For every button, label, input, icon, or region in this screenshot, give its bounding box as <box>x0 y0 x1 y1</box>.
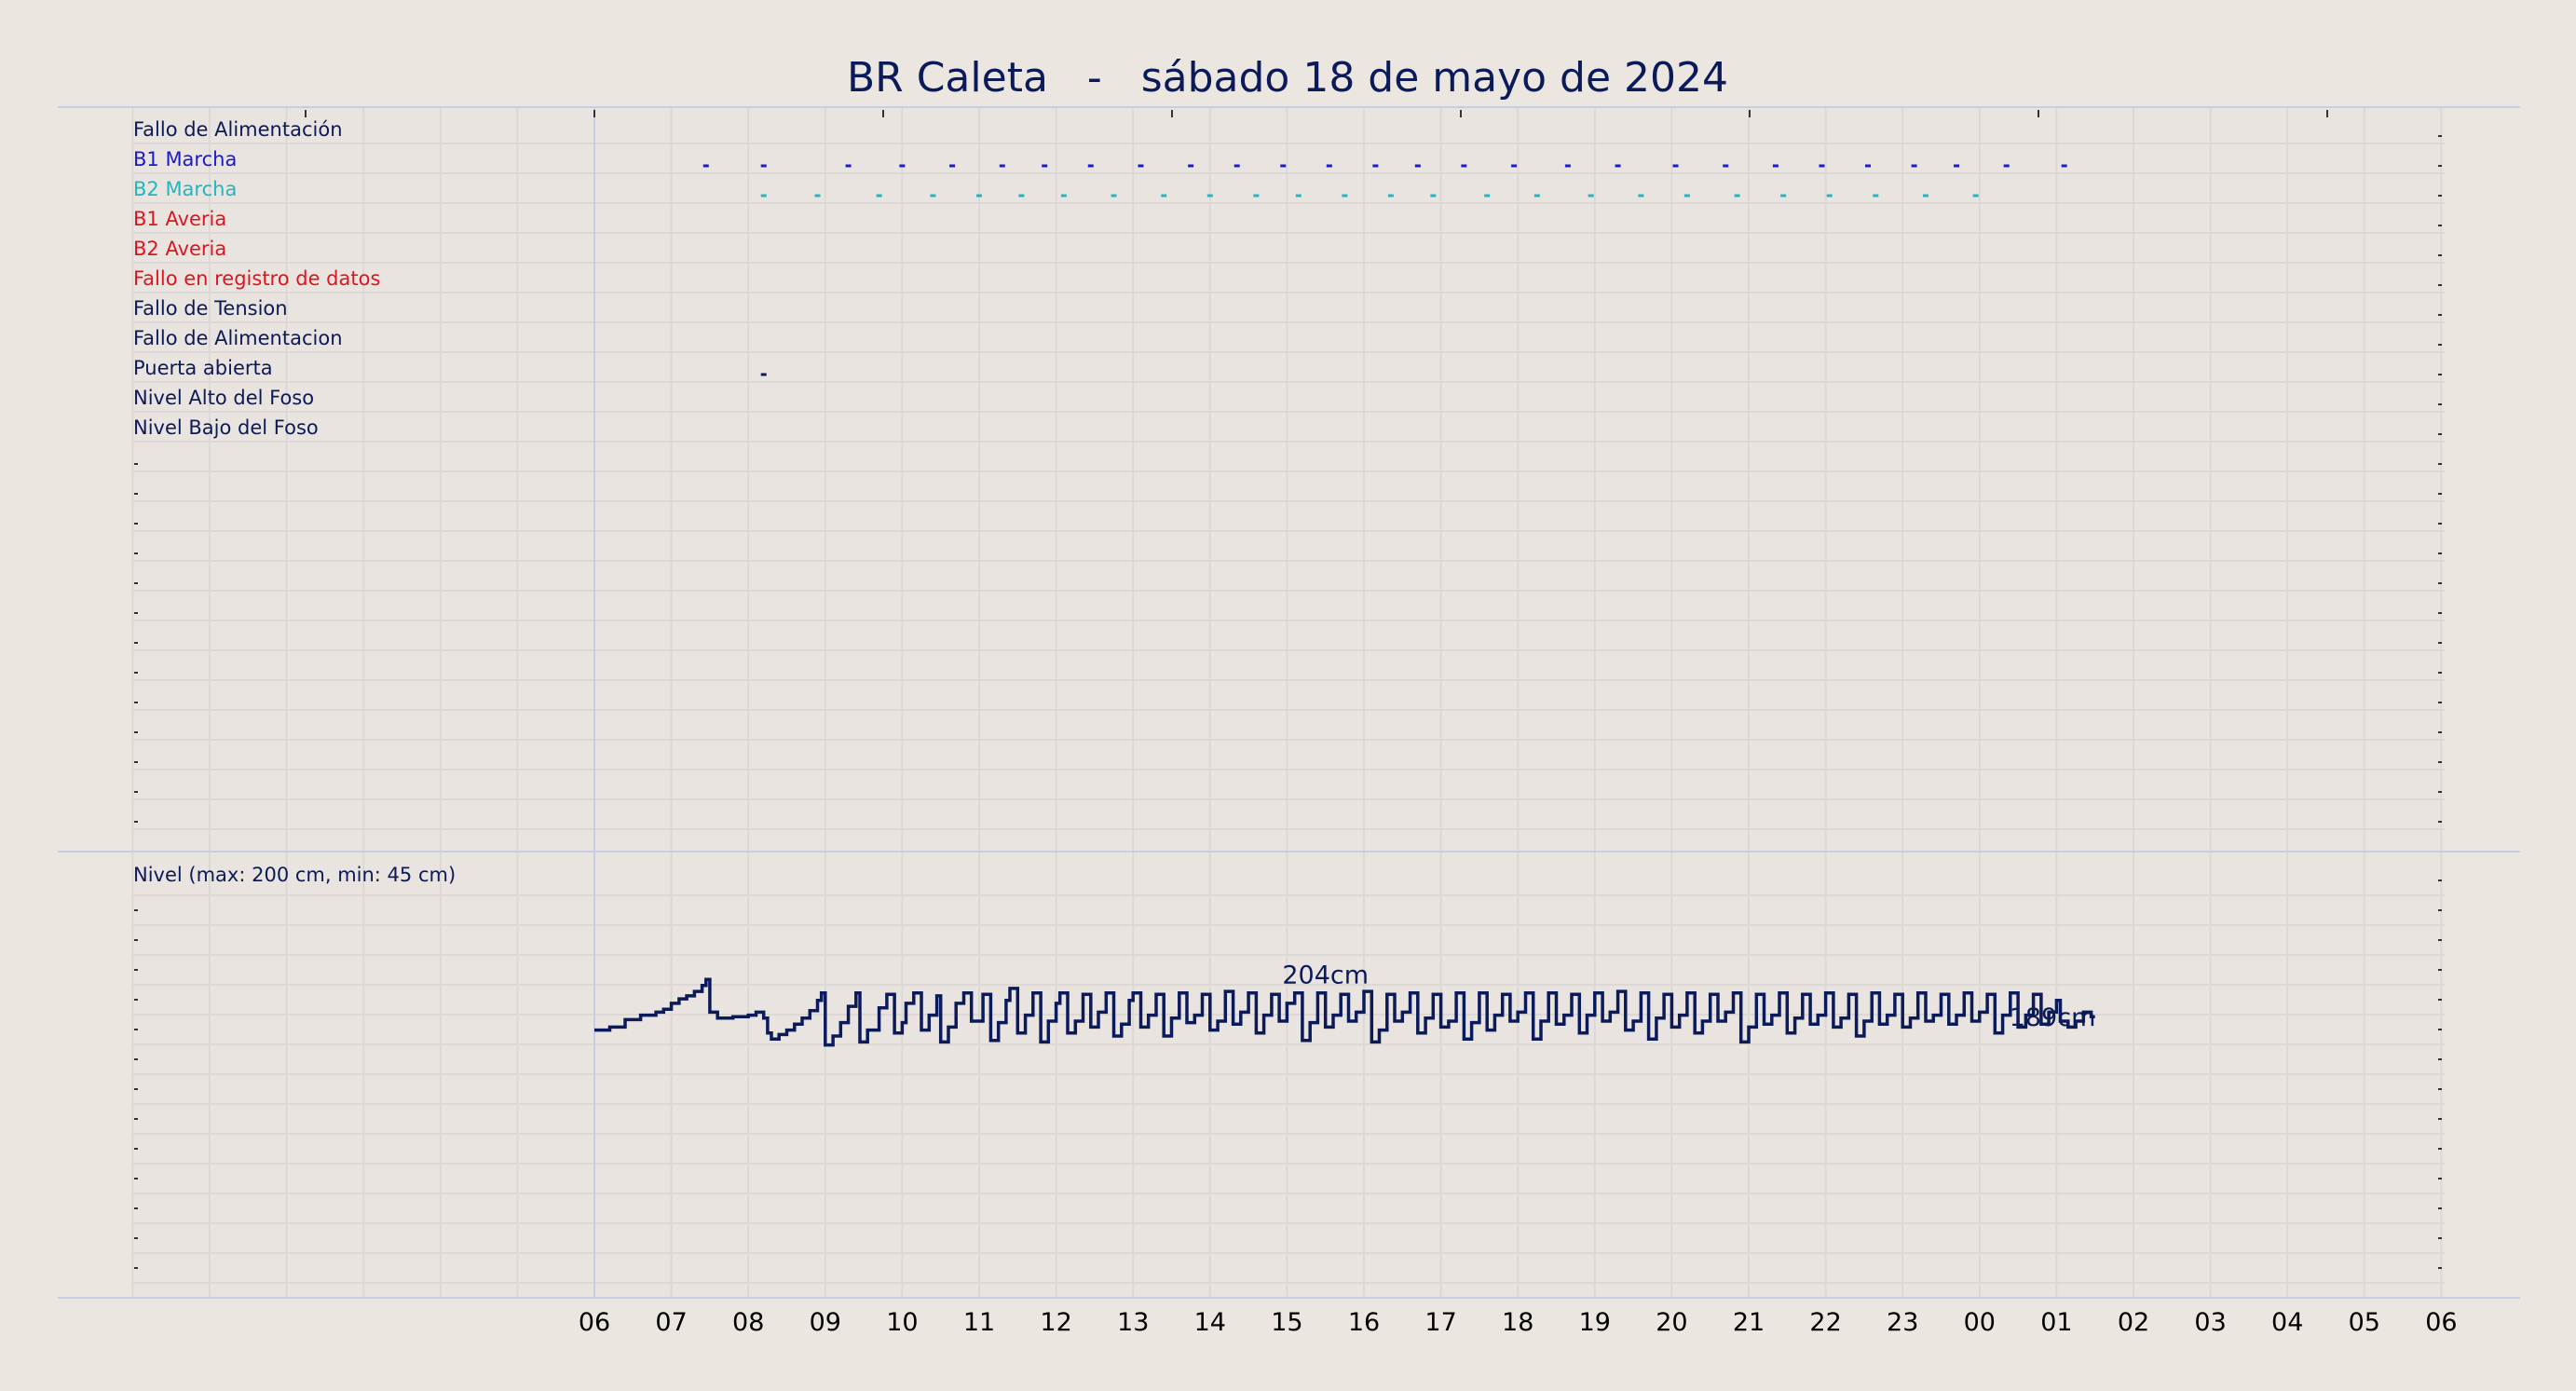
right-tick-marks <box>2438 135 2442 1269</box>
event-row-label: Nivel Bajo del Foso <box>133 416 319 439</box>
chart-title: BR Caleta - sábado 18 de mayo de 2024 <box>847 54 1728 102</box>
x-tick-label: 22 <box>1809 1308 1841 1337</box>
top-tick-marks <box>305 110 2328 117</box>
x-tick-label: 07 <box>655 1308 687 1337</box>
x-tick-label: 04 <box>2271 1308 2303 1337</box>
event-row-label: Fallo de Tension <box>133 297 288 320</box>
x-tick-label: 01 <box>2040 1308 2072 1337</box>
max-level-annotation: 204cm <box>1282 961 1369 989</box>
x-tick-label: 10 <box>886 1308 918 1337</box>
event-labels: Fallo de Alimentación B1 Marcha B2 Marcha B… <box>133 118 380 439</box>
level-series-line <box>594 977 2095 1047</box>
x-tick-label: 08 <box>732 1308 764 1337</box>
event-row-label: Puerta abierta <box>133 357 273 379</box>
x-tick-label: 05 <box>2349 1308 2380 1337</box>
x-tick-label: 18 <box>1502 1308 1533 1337</box>
event-row-label: Fallo de Alimentación <box>133 118 343 141</box>
grid <box>131 107 2445 1298</box>
x-tick-label: 06 <box>579 1308 610 1337</box>
x-tick-label: 23 <box>1887 1308 1918 1337</box>
event-row-label: B1 Marcha <box>133 148 237 170</box>
plot-area <box>132 107 2445 1298</box>
event-row-label: Nivel Alto del Foso <box>133 387 314 409</box>
level-panel-label: Nivel (max: 200 cm, min: 45 cm) <box>133 864 456 886</box>
x-tick-label: 21 <box>1733 1308 1765 1337</box>
x-axis-tick-labels: 06 07 08 09 10 11 12 13 14 15 16 17 18 19 20 21 22 23 00 01… <box>579 1308 2458 1337</box>
event-row-label: B2 Marcha <box>133 178 237 200</box>
x-tick-label: 15 <box>1271 1308 1302 1337</box>
x-tick-label: 20 <box>1656 1308 1687 1337</box>
event-row-label: Fallo de Alimentacion <box>133 327 343 349</box>
x-tick-label: 06 <box>2425 1308 2457 1337</box>
last-level-annotation: 189cm <box>2010 1003 2096 1032</box>
event-row-label: B2 Averia <box>133 238 226 260</box>
x-tick-label: 12 <box>1040 1308 1071 1337</box>
event-row-label: B1 Averia <box>133 208 226 230</box>
x-tick-label: 03 <box>2194 1308 2226 1337</box>
left-tick-marks <box>134 463 138 1269</box>
x-tick-label: 11 <box>963 1308 995 1337</box>
x-tick-label: 14 <box>1194 1308 1226 1337</box>
x-tick-label: 02 <box>2118 1308 2149 1337</box>
x-tick-label: 09 <box>810 1308 841 1337</box>
event-row-label: Fallo en registro de datos <box>133 267 380 290</box>
x-tick-label: 00 <box>1964 1308 1996 1337</box>
x-tick-label: 13 <box>1117 1308 1149 1337</box>
x-tick-label: 19 <box>1579 1308 1611 1337</box>
event-marks <box>702 164 2067 376</box>
x-tick-label: 16 <box>1348 1308 1380 1337</box>
x-tick-label: 17 <box>1424 1308 1456 1337</box>
